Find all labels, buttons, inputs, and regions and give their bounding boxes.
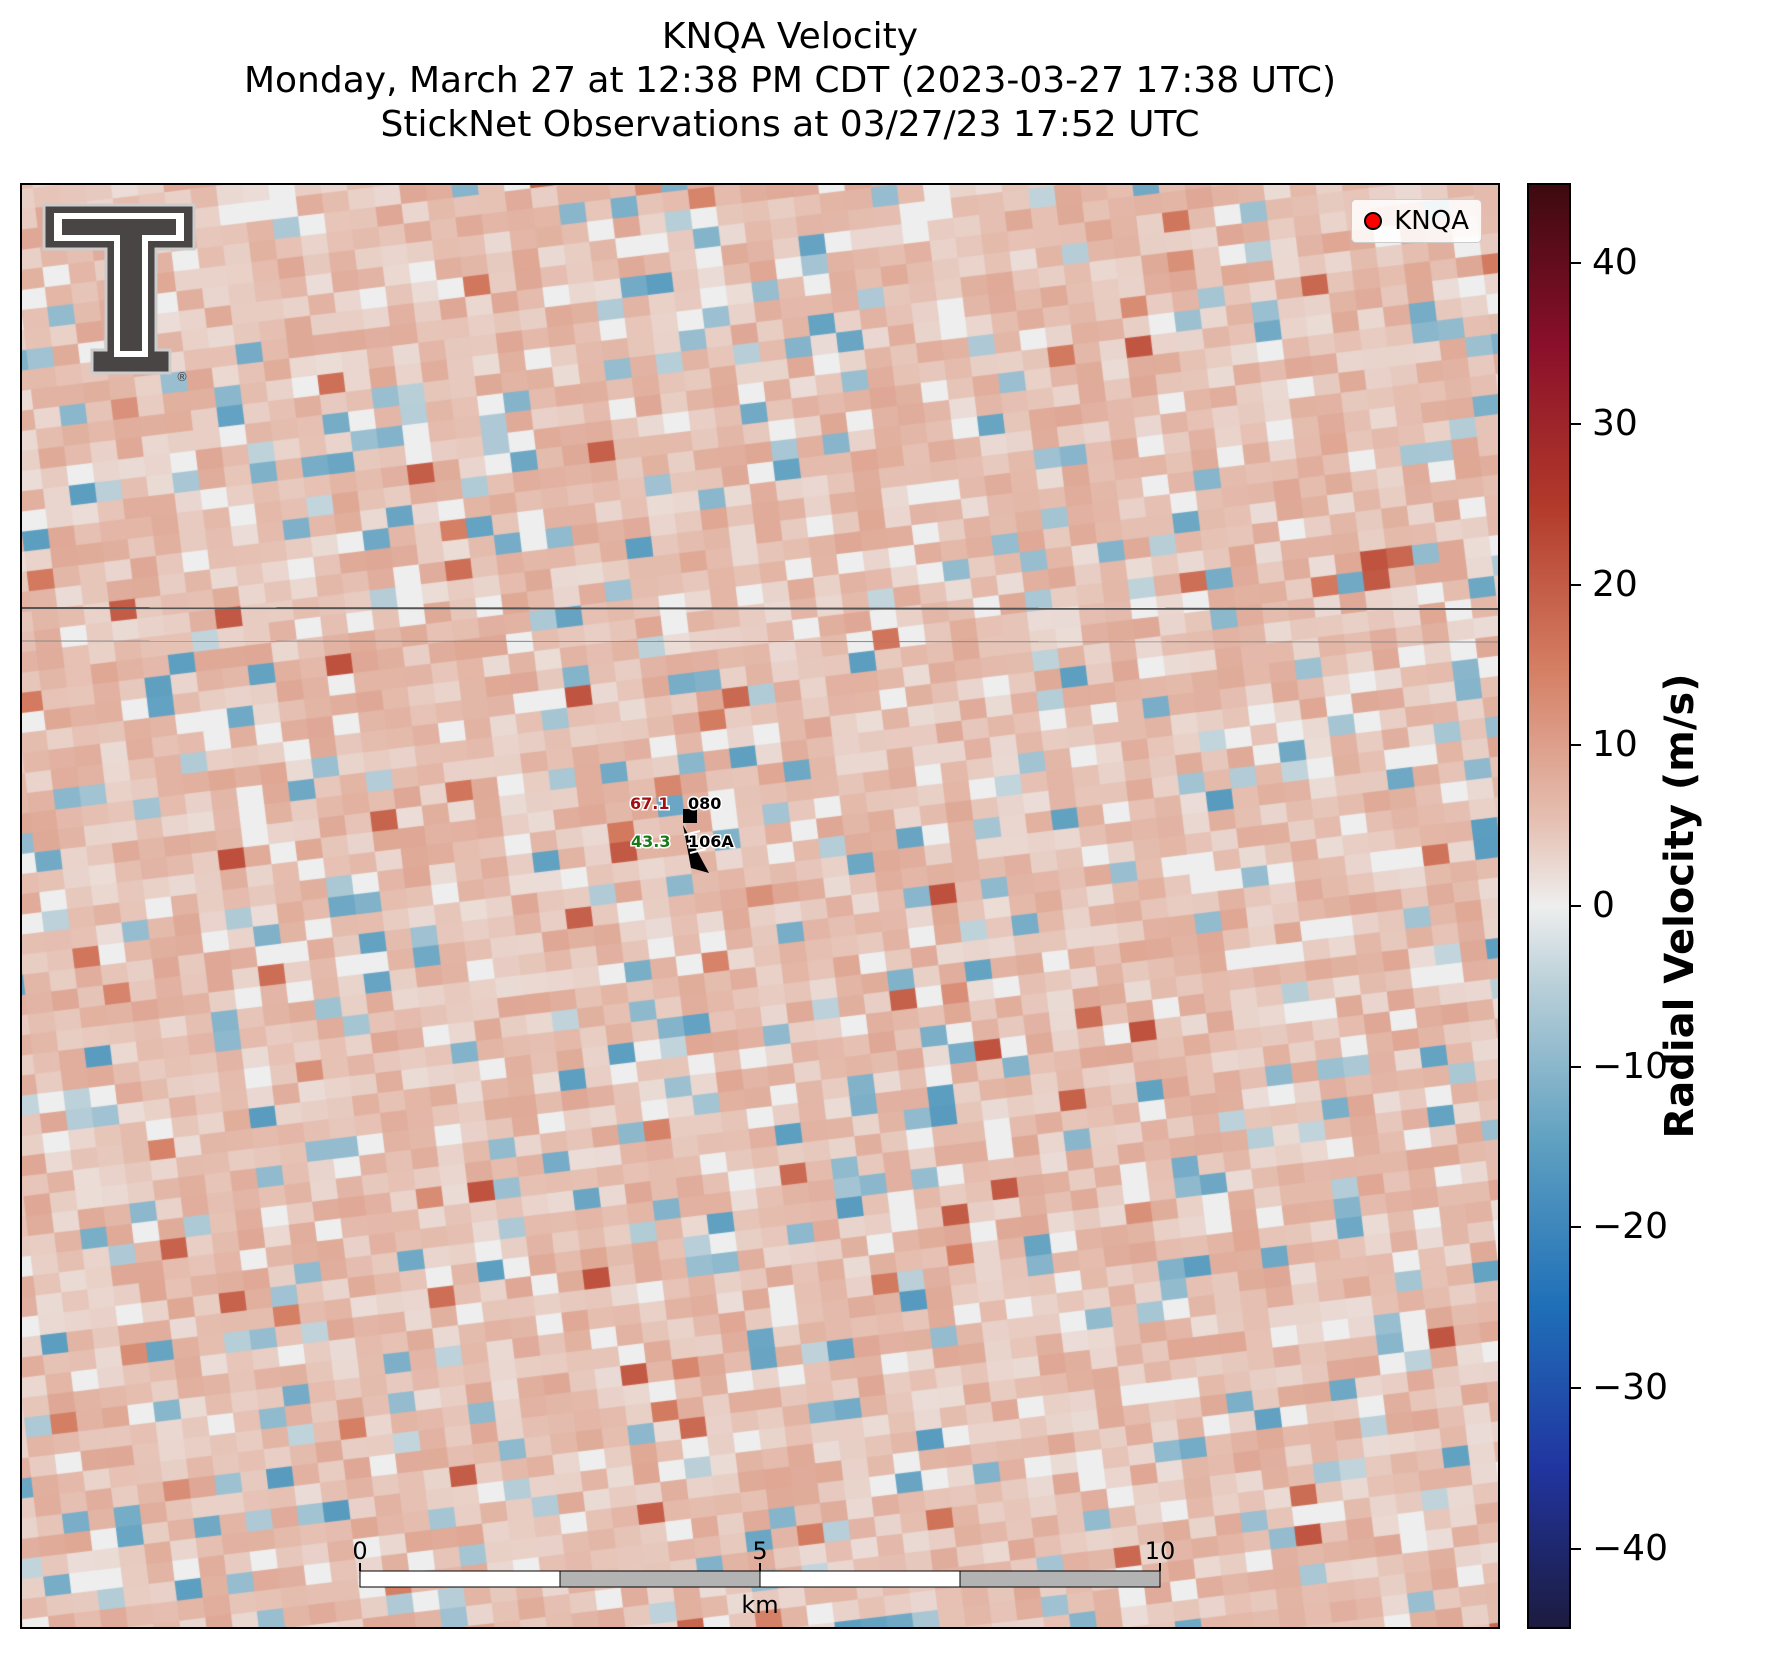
scale-label-0: 0 — [352, 1537, 367, 1565]
legend-label: KNQA — [1394, 206, 1469, 236]
colorbar-tick — [1571, 905, 1581, 907]
station-dewpoint: 43.3 — [631, 832, 670, 851]
colorbar-tick — [1571, 583, 1581, 586]
colorbar-tick — [1571, 423, 1581, 425]
colorbar — [1527, 183, 1571, 1629]
colorbar-tick — [1571, 1226, 1581, 1229]
scale-label-10: 10 — [1145, 1537, 1176, 1565]
colorbar-tick — [1571, 1547, 1581, 1550]
scale-unit-label: km — [741, 1591, 778, 1619]
colorbar-tick-label: 20 — [1592, 563, 1638, 605]
colorbar-tick-label: −10 — [1592, 1045, 1668, 1087]
radar-velocity-field — [22, 185, 1498, 1627]
legend-marker-icon — [1364, 212, 1383, 230]
chart-title-line2: Monday, March 27 at 12:38 PM CDT (2023-0… — [243, 60, 1337, 101]
wind-barb-icon — [683, 825, 709, 873]
scale-label-5: 5 — [752, 1537, 767, 1565]
colorbar-tick-label: 30 — [1592, 403, 1638, 444]
colorbar-tick — [1571, 1387, 1581, 1389]
station-marker — [683, 809, 697, 823]
colorbar-tick-label: 0 — [1592, 885, 1615, 926]
svg-text:®: ® — [176, 370, 188, 384]
colorbar-tick-label: 40 — [1592, 242, 1638, 284]
colorbar-tick-label: −40 — [1592, 1527, 1668, 1569]
texas-tech-logo: ® — [42, 203, 196, 384]
colorbar-tick — [1571, 744, 1581, 747]
scale-bar: 0 5 10 km — [352, 1537, 1175, 1619]
colorbar-label: Radial Velocity (m/s) — [1657, 673, 1703, 1139]
colorbar-tick-label: −30 — [1592, 1367, 1668, 1408]
station-pressure-code: 080 — [688, 794, 721, 813]
boundary-line-upper — [22, 607, 1498, 610]
radar-plot-area: ® 67.1 43.3 080 106A 0 5 10 km — [20, 183, 1500, 1629]
station-id: 106A — [688, 832, 734, 851]
colorbar-tick-label: −20 — [1592, 1206, 1668, 1248]
station-temperature: 67.1 — [630, 794, 669, 813]
sticknet-station-plot: 67.1 43.3 080 106A — [629, 793, 736, 873]
chart-title-line1: KNQA Velocity — [661, 16, 919, 57]
map-overlay: ® 67.1 43.3 080 106A 0 5 10 km — [22, 203, 1498, 1619]
colorbar-tick — [1571, 262, 1581, 265]
colorbar-tick-label: 10 — [1592, 724, 1638, 766]
chart-title-line3: StickNet Observations at 03/27/23 17:52 … — [380, 104, 1200, 145]
colorbar-tick — [1571, 1065, 1581, 1068]
legend: KNQA — [1351, 199, 1482, 243]
boundary-line-lower — [22, 640, 1498, 643]
